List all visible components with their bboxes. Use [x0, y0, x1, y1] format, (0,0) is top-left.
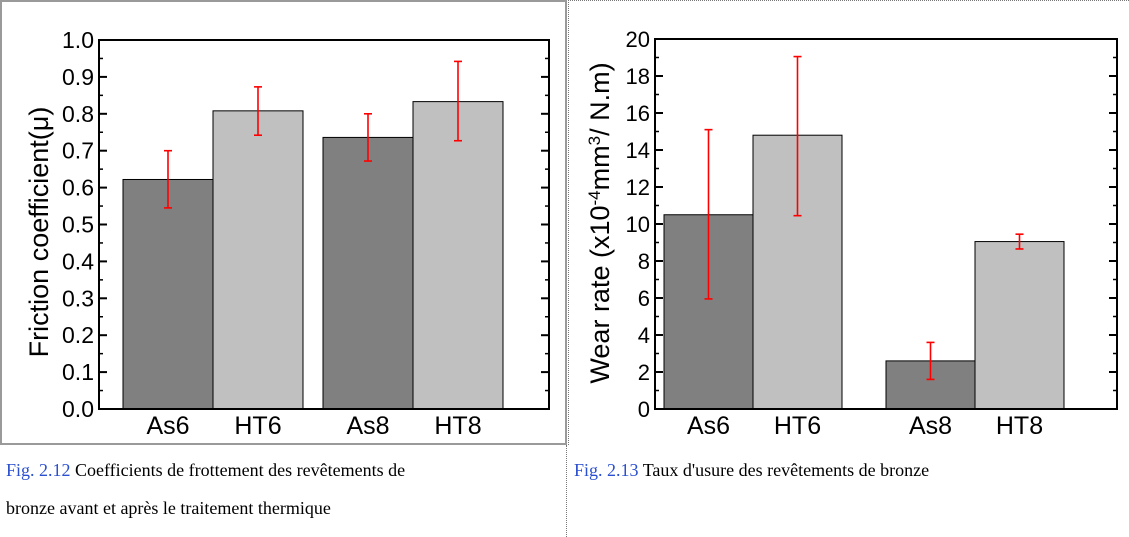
caption-text: Coefficients de frottement des revêtemen…	[70, 460, 406, 480]
wear-y-tick-label: 18	[626, 64, 650, 89]
figure-caption-2-12: Fig. 2.12 Coefficients de frottement des…	[0, 445, 567, 537]
wear-x-tick-label: As8	[909, 412, 952, 440]
wear-y-tick-label: 20	[626, 27, 650, 52]
friction-y-axis-label: Friction coefficient(μ)	[24, 107, 54, 358]
wear-error-bar-ht6	[793, 55, 802, 217]
caption-line: Fig. 2.13 Taux d'usure des revêtements d…	[574, 451, 1129, 489]
wear-error-bar-ht8	[1015, 233, 1024, 250]
wear-y-tick-label: 10	[626, 212, 650, 237]
friction-x-tick-label: HT8	[434, 412, 481, 440]
caption-line: bronze avant et après le traitement ther…	[6, 489, 566, 527]
wear-x-tick-label: HT6	[774, 412, 821, 440]
wear-y-tick-label: 4	[638, 323, 650, 348]
wear-y-axis-label: Wear rate (x10-4mm3/ N.m)	[585, 62, 616, 383]
friction-chart: 0.0 0.1 0.2 0.3 0.4 0.5 0.6 0.7 0.8 0.9 1.0 As6 HT6…	[24, 27, 550, 440]
friction-y-tick-label: 0.7	[62, 138, 94, 164]
figure-caption-2-13: Fig. 2.13 Taux d'usure des revêtements d…	[568, 445, 1129, 537]
friction-bar-ht6	[212, 110, 304, 410]
caption-text: Taux d'usure des revêtements de bronze	[638, 460, 930, 480]
wear-y-tick-label: 2	[638, 360, 650, 385]
friction-x-tick-label: As6	[146, 412, 189, 440]
caption-line: Fig. 2.12 Coefficients de frottement des…	[6, 451, 566, 489]
wear-bar-ht8	[974, 241, 1065, 410]
friction-error-bar-ht8	[454, 60, 462, 142]
figure-reference-link[interactable]: Fig. 2.12	[6, 460, 71, 480]
friction-y-tick-label: 0.1	[62, 359, 94, 385]
friction-error-bar-ht6	[254, 86, 262, 137]
wear-y-tick-label: 8	[638, 249, 650, 274]
wear-y-tick-label: 0	[638, 397, 650, 422]
friction-x-tick-label: As8	[346, 412, 389, 440]
friction-y-tick-label: 0.2	[62, 322, 94, 348]
friction-y-tick-label: 0.5	[62, 212, 94, 238]
wear-error-bar-as8	[926, 341, 935, 381]
wear-x-tick-label: As6	[687, 412, 730, 440]
friction-y-tick-label: 0.8	[62, 101, 94, 127]
friction-y-tick-label: 0.3	[62, 285, 94, 311]
friction-chart-panel: 0.0 0.1 0.2 0.3 0.4 0.5 0.6 0.7 0.8 0.9 1.0 As6 HT6…	[0, 0, 567, 445]
friction-y-tick-label: 0.0	[62, 396, 94, 422]
friction-error-bar-as6	[164, 149, 172, 209]
wear-x-tick-label: HT8	[996, 412, 1043, 440]
wear-error-bar-as6	[704, 128, 713, 300]
wear-y-tick-label: 14	[626, 138, 650, 163]
caption-text: bronze avant et après le traitement ther…	[6, 498, 331, 518]
friction-y-tick-label: 0.4	[62, 248, 94, 274]
wear-y-tick-label: 16	[626, 101, 650, 126]
friction-bar-ht8	[412, 101, 504, 410]
wear-chart-panel: 0 2 4 6 8 10 12 14 16 18 20 As6 HT6 As8 HT8 Wear rate…	[568, 0, 1129, 445]
figure-reference-link[interactable]: Fig. 2.13	[574, 460, 639, 480]
wear-chart: 0 2 4 6 8 10 12 14 16 18 20 As6 HT6 As8 HT8 Wear rate…	[585, 27, 1118, 440]
friction-y-tick-label: 1.0	[62, 27, 94, 53]
friction-y-tick-label: 0.6	[62, 175, 94, 201]
wear-y-tick-label: 6	[638, 286, 650, 311]
friction-bar-as6	[122, 178, 214, 410]
friction-error-bar-as8	[364, 113, 372, 162]
wear-y-tick-label: 12	[626, 175, 650, 200]
friction-x-tick-label: HT6	[234, 412, 281, 440]
friction-bar-as8	[322, 136, 414, 410]
friction-y-tick-label: 0.9	[62, 64, 94, 90]
